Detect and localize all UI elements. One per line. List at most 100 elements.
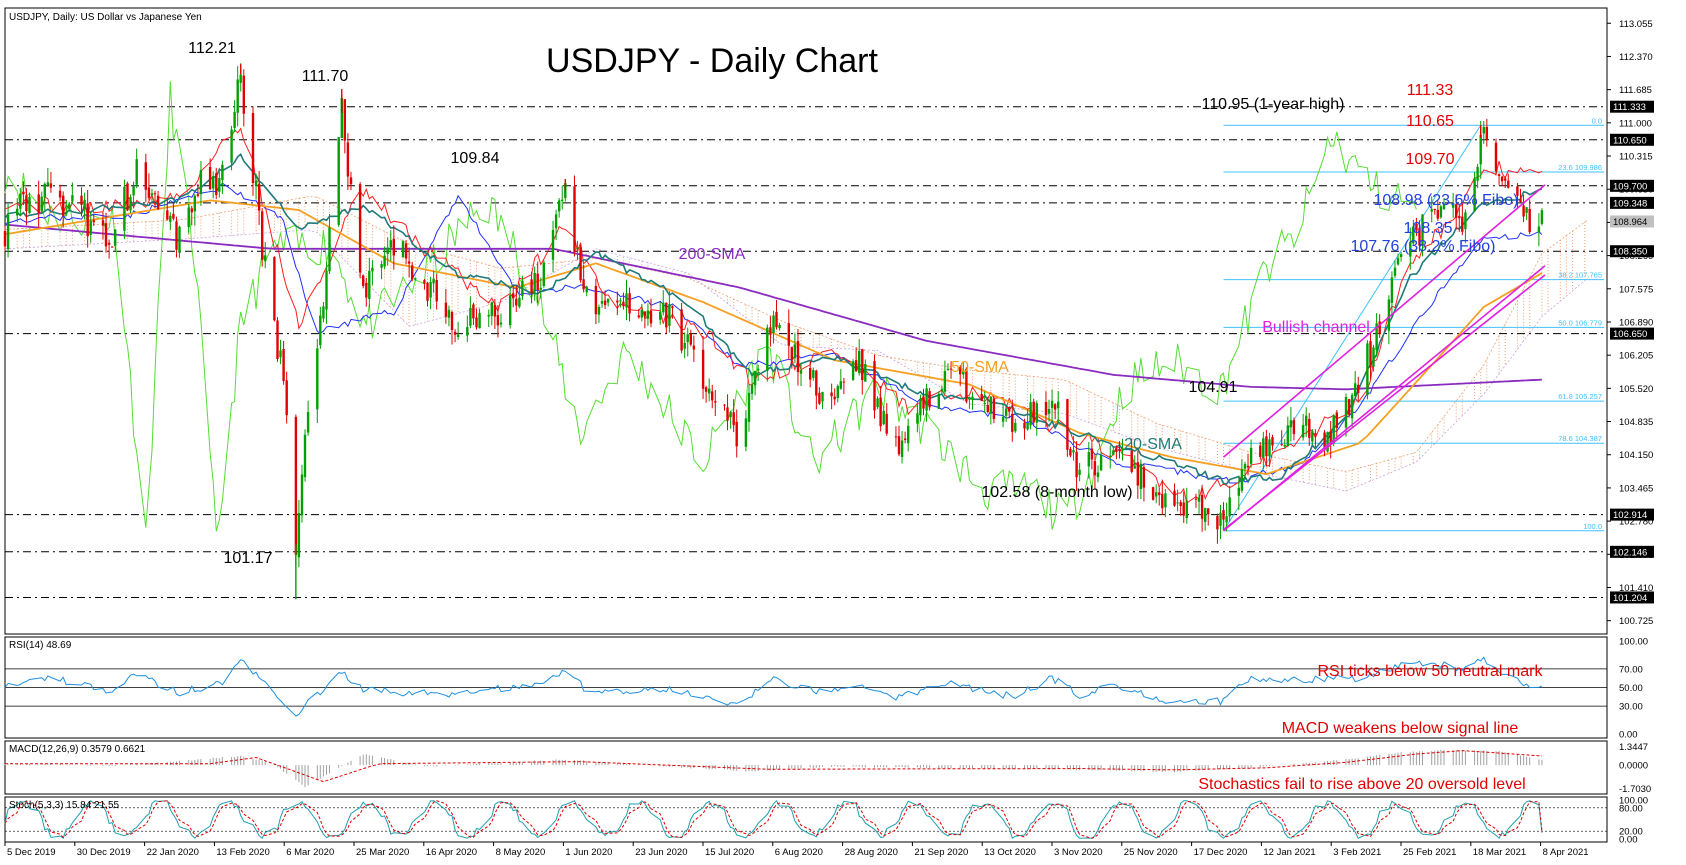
candle-up <box>1464 212 1467 230</box>
candle-down <box>796 341 800 372</box>
y-tick-label: 104.835 <box>1619 417 1653 428</box>
candle-up <box>1096 472 1100 478</box>
candle-down <box>62 195 65 216</box>
candle-up <box>40 196 43 211</box>
stoch-tick-label: 0.00 <box>1619 835 1638 846</box>
candle-down <box>1280 444 1283 446</box>
candle-up <box>989 396 992 414</box>
candle-down <box>450 312 454 330</box>
candle-up <box>1390 277 1394 303</box>
candle-up <box>1452 203 1455 208</box>
candle-down <box>1323 432 1326 449</box>
candle-down <box>643 311 647 317</box>
candle-up <box>1479 135 1482 165</box>
candle-up <box>1087 452 1090 467</box>
candle-down <box>365 282 368 298</box>
candle-up <box>876 398 879 408</box>
macd-note: MACD weakens below signal line <box>1282 720 1519 737</box>
candle-up <box>750 384 754 394</box>
candle-down <box>175 221 178 250</box>
y-tick-label: 111.000 <box>1619 118 1652 129</box>
candle-down <box>854 360 858 372</box>
candle-down <box>879 397 882 427</box>
candle-up <box>368 270 371 299</box>
sma20-line <box>4 153 1543 486</box>
x-tick-label: 3 Nov 2020 <box>1054 847 1103 858</box>
x-tick-label: 8 Apr 2021 <box>1543 847 1589 858</box>
level-tag-text: 110.650 <box>1613 135 1647 146</box>
x-tick-label: 5 Dec 2019 <box>7 847 56 858</box>
date-axis: 5 Dec 2019 30 Dec 2019 22 Jan 2020 13 Feb 2… <box>4 842 1589 858</box>
candle-down <box>732 412 735 426</box>
candle-down <box>1161 493 1164 509</box>
macd-title: MACD(12,26,9) 0.3579 0.6621 <box>9 744 146 755</box>
candle-down <box>1130 450 1133 472</box>
candle-up <box>1139 463 1143 489</box>
x-tick-label: 21 Sep 2020 <box>914 847 968 858</box>
candle-up <box>135 159 138 185</box>
candle-up <box>1430 209 1433 212</box>
candle-up <box>1540 210 1544 224</box>
candle-up <box>600 301 604 304</box>
candle-up <box>1047 409 1051 414</box>
candle-down <box>242 75 245 114</box>
level-tag-text: 109.348 <box>1613 198 1647 209</box>
level-tag-text: 109.700 <box>1613 181 1647 192</box>
candle-down <box>1182 502 1185 516</box>
candle-down <box>1053 404 1057 410</box>
candle-up <box>389 240 392 248</box>
candle-down <box>689 333 692 345</box>
candle-up <box>882 410 885 425</box>
candle-up <box>744 418 748 447</box>
y-tick-label: 101.410 <box>1619 583 1653 594</box>
candle-down <box>37 194 40 213</box>
candle-up <box>1109 455 1112 457</box>
y-tick-label: 106.205 <box>1619 351 1653 362</box>
candle-up <box>619 300 622 302</box>
candle-up <box>1228 497 1231 517</box>
candle-up <box>640 309 643 318</box>
candle-up <box>1197 497 1201 502</box>
candle-down <box>1519 199 1522 202</box>
candle-down <box>818 392 821 404</box>
fibo-note: 108.98 (23.6% Fibo) <box>1374 192 1519 209</box>
candle-down <box>769 327 772 335</box>
candle-down <box>809 368 812 380</box>
candle-up <box>303 434 307 478</box>
candle-up <box>983 402 986 404</box>
stoch-d-line <box>4 800 1543 839</box>
level-tag <box>1610 545 1654 558</box>
stoch-note: Stochastics fail to rise above 20 overso… <box>1198 776 1525 793</box>
candle-up <box>401 241 405 258</box>
candle-up <box>1372 347 1375 367</box>
level-note: 110.65 <box>1406 113 1454 130</box>
candle-up <box>1375 323 1378 350</box>
sma50-label: 50-SMA <box>951 359 1009 376</box>
candle-down <box>49 183 53 188</box>
candle-down <box>1158 492 1161 496</box>
x-tick-label: 28 Aug 2020 <box>845 847 898 858</box>
level-tag <box>1610 508 1654 521</box>
candle-up <box>447 309 451 318</box>
candle-down <box>1347 399 1351 415</box>
level-tag-text: 102.914 <box>1613 510 1647 521</box>
candle-up <box>279 350 282 358</box>
candle-up <box>83 200 86 207</box>
candle-down <box>1069 449 1072 456</box>
candle-down <box>897 436 901 455</box>
candle-up <box>1204 508 1207 522</box>
candle-up <box>1409 242 1412 257</box>
candle-down <box>1292 420 1296 435</box>
candle-down <box>1494 142 1498 172</box>
candle-up <box>383 255 386 267</box>
candle-down <box>1418 228 1421 246</box>
candle-down <box>1335 412 1338 428</box>
candle-down <box>1173 490 1176 506</box>
x-tick-label: 25 Nov 2020 <box>1124 847 1178 858</box>
candle-up <box>1133 465 1136 469</box>
macd-signal-line <box>5 750 1542 783</box>
candle-up <box>1473 178 1476 211</box>
sma20-label: 20-SMA <box>1124 436 1182 453</box>
candle-up <box>466 327 469 336</box>
candle-up <box>971 396 974 399</box>
